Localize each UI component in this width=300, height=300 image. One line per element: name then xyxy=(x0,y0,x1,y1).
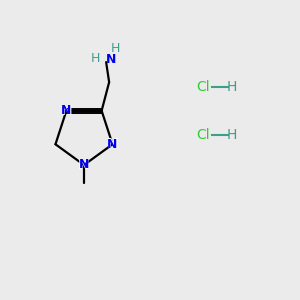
Text: N: N xyxy=(106,53,116,66)
Text: H: H xyxy=(226,80,237,94)
Text: H: H xyxy=(90,52,100,65)
Text: Cl: Cl xyxy=(196,80,210,94)
Text: Cl: Cl xyxy=(196,128,210,142)
Text: N: N xyxy=(61,104,72,117)
Text: N: N xyxy=(61,104,72,118)
Text: H: H xyxy=(110,42,120,55)
Text: N: N xyxy=(107,138,118,151)
Text: N: N xyxy=(78,158,90,172)
Text: N: N xyxy=(79,158,89,172)
Text: H: H xyxy=(226,128,237,142)
Text: N: N xyxy=(107,137,118,151)
